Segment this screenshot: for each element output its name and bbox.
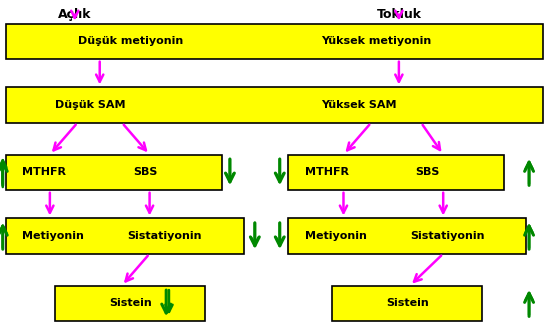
FancyBboxPatch shape bbox=[288, 218, 526, 254]
FancyBboxPatch shape bbox=[6, 218, 244, 254]
FancyBboxPatch shape bbox=[6, 155, 222, 190]
Text: Metiyonin: Metiyonin bbox=[305, 231, 367, 241]
FancyBboxPatch shape bbox=[6, 87, 543, 123]
Text: Açlık: Açlık bbox=[58, 8, 91, 22]
Text: Sistein: Sistein bbox=[386, 298, 429, 308]
Text: Sistatiyonin: Sistatiyonin bbox=[410, 231, 484, 241]
FancyBboxPatch shape bbox=[332, 286, 482, 321]
Text: MTHFR: MTHFR bbox=[305, 167, 348, 177]
Text: Düşük metiyonin: Düşük metiyonin bbox=[78, 36, 183, 46]
Text: SBS: SBS bbox=[133, 167, 157, 177]
FancyBboxPatch shape bbox=[55, 286, 205, 321]
Text: Yüksek metiyonin: Yüksek metiyonin bbox=[321, 36, 432, 46]
Text: Sistatiyonin: Sistatiyonin bbox=[127, 231, 202, 241]
Text: Düşük SAM: Düşük SAM bbox=[55, 100, 126, 110]
Text: MTHFR: MTHFR bbox=[22, 167, 66, 177]
Text: Sistein: Sistein bbox=[109, 298, 152, 308]
Text: Yüksek SAM: Yüksek SAM bbox=[321, 100, 397, 110]
FancyBboxPatch shape bbox=[288, 155, 504, 190]
FancyBboxPatch shape bbox=[6, 24, 543, 59]
Text: SBS: SBS bbox=[416, 167, 440, 177]
Text: Tokluk: Tokluk bbox=[376, 8, 422, 22]
Text: Metiyonin: Metiyonin bbox=[22, 231, 84, 241]
